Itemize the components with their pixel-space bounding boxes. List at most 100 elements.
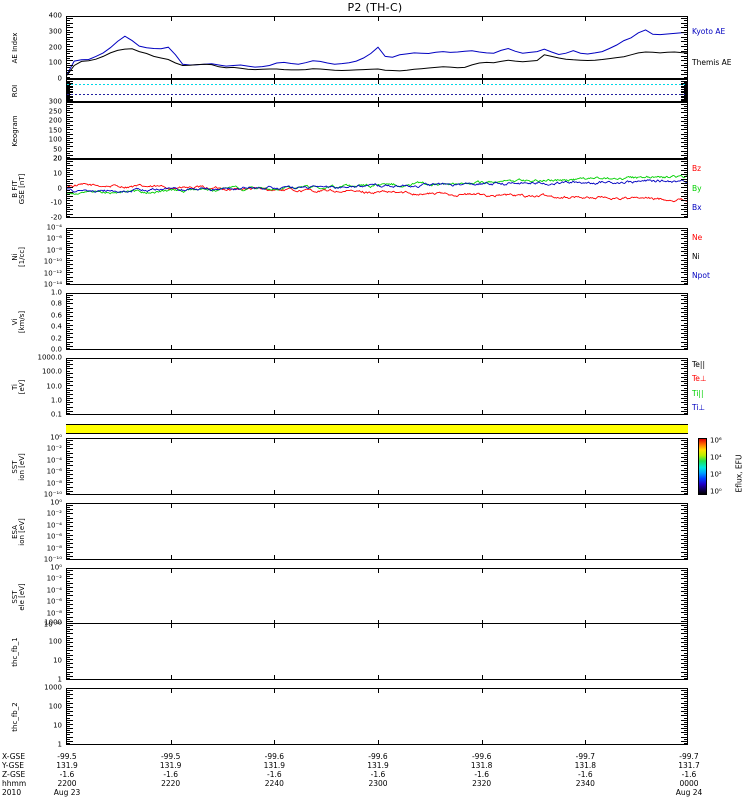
y-tick-mark [681,91,687,92]
legend-ti-ti: Ti⊥ [692,402,705,412]
y-tick-mark [67,451,70,452]
y-tick-mark [684,327,687,328]
y-tick-mark [67,86,73,87]
y-tick-mark [681,92,687,93]
y-tick-mark [67,696,70,697]
y-tick-mark [67,482,73,483]
y-tick-mark [67,266,70,267]
legend-ni-ne: Ne [692,232,703,242]
y-tick-mark [684,140,687,141]
y-tick-label: 10 [53,721,62,730]
y-tick-mark [67,552,73,553]
y-tick-mark [67,96,73,97]
x-tick-mark [378,17,379,21]
y-tick-mark [67,92,73,93]
y-tick-mark [67,402,73,403]
y-tick-mark [67,115,70,116]
y-tick-mark [681,513,687,514]
x-axis-value: 131.8 [470,761,493,770]
y-tick-mark [67,400,70,401]
y-tick-mark [681,539,687,540]
y-tick-mark [684,516,687,517]
y-tick-mark [684,266,687,267]
legend-b-fit-bx: Bx [692,203,702,213]
x-tick-mark [378,294,379,298]
y-tick-label: 200 [48,116,62,125]
y-tick-mark [67,726,70,727]
y-tick-mark [684,258,687,259]
y-tick-label: 10 [53,169,62,178]
x-axis-value: -1.6 [163,770,178,779]
x-tick-mark [378,280,379,284]
y-tick-mark [67,368,73,369]
y-tick-mark [681,638,687,639]
x-tick-mark [378,154,379,158]
y-tick-mark [684,96,687,97]
x-tick-mark [274,675,275,679]
y-tick-mark [67,279,70,280]
x-tick-mark [171,569,172,573]
y-tick-mark [67,138,73,139]
x-tick-mark [171,97,172,101]
y-tick-label: 10⁻⁶ [46,467,62,476]
sst-ion-saturation-band [66,424,688,434]
y-tick-mark [67,491,73,492]
y-tick-mark [67,478,73,479]
y-tick-mark [67,543,73,544]
y-tick-mark [681,200,687,201]
y-tick-mark [67,578,73,579]
y-tick-mark [67,53,70,54]
y-tick-mark [67,20,70,21]
y-tick-label: 10⁻¹⁰ [43,620,62,629]
x-tick-mark [585,675,586,679]
y-tick-mark [67,587,73,588]
y-tick-mark [681,625,687,626]
x-tick-mark [378,359,379,363]
y-tick-mark [681,329,687,330]
x-axis-value: -99.6 [471,752,492,761]
y-tick-mark [67,713,70,714]
y-tick-mark [681,23,687,24]
series-themis-ae [67,48,687,76]
y-ticks-sst-ele: 10⁰ 10⁻² 10⁻⁴ 10⁻⁶ 10⁻⁸ 10⁻¹⁰ [0,564,62,628]
y-tick-mark [681,570,687,571]
y-tick-mark [681,41,687,42]
y-tick-mark [67,638,73,639]
y-tick-mark [67,190,70,191]
y-tick-mark [67,98,70,99]
y-tick-label: 0.6 [50,311,62,320]
y-tick-mark [684,53,687,54]
y-tick-mark [67,722,70,723]
y-tick-mark [681,720,687,721]
y-tick-mark [67,110,70,111]
y-tick-mark [67,468,70,469]
y-tick-mark [681,698,687,699]
y-tick-mark [67,198,70,199]
x-tick-mark [378,490,379,494]
y-tick-mark [684,520,687,521]
panel-esa-ion [66,503,688,560]
y-tick-mark [67,77,70,78]
y-tick-mark [67,509,73,510]
x-axis-value: 131.7 [678,761,700,770]
y-tick-mark [681,299,687,300]
y-tick-mark [67,272,73,273]
y-tick-mark [681,281,687,282]
y-tick-mark [67,505,73,506]
x-axis-value: -1.6 [370,770,386,779]
y-tick-label: 10⁻² [46,509,62,518]
x-tick-mark [274,294,275,298]
x-tick-mark [482,504,483,508]
y-tick-mark [67,185,70,186]
y-tick-mark [67,653,70,654]
x-tick-mark [378,620,379,624]
y-tick-mark [67,612,73,613]
y-axis-label-sst-ele: SST ele [eV] [11,571,26,623]
y-axis-label-text: Ni [1/cc] [11,246,26,267]
y-tick-mark [67,621,73,622]
y-tick-mark [67,448,73,449]
y-tick-mark [67,170,73,171]
y-tick-label: 0.0 [50,345,62,354]
y-tick-mark [684,270,687,271]
y-tick-mark [684,489,687,490]
